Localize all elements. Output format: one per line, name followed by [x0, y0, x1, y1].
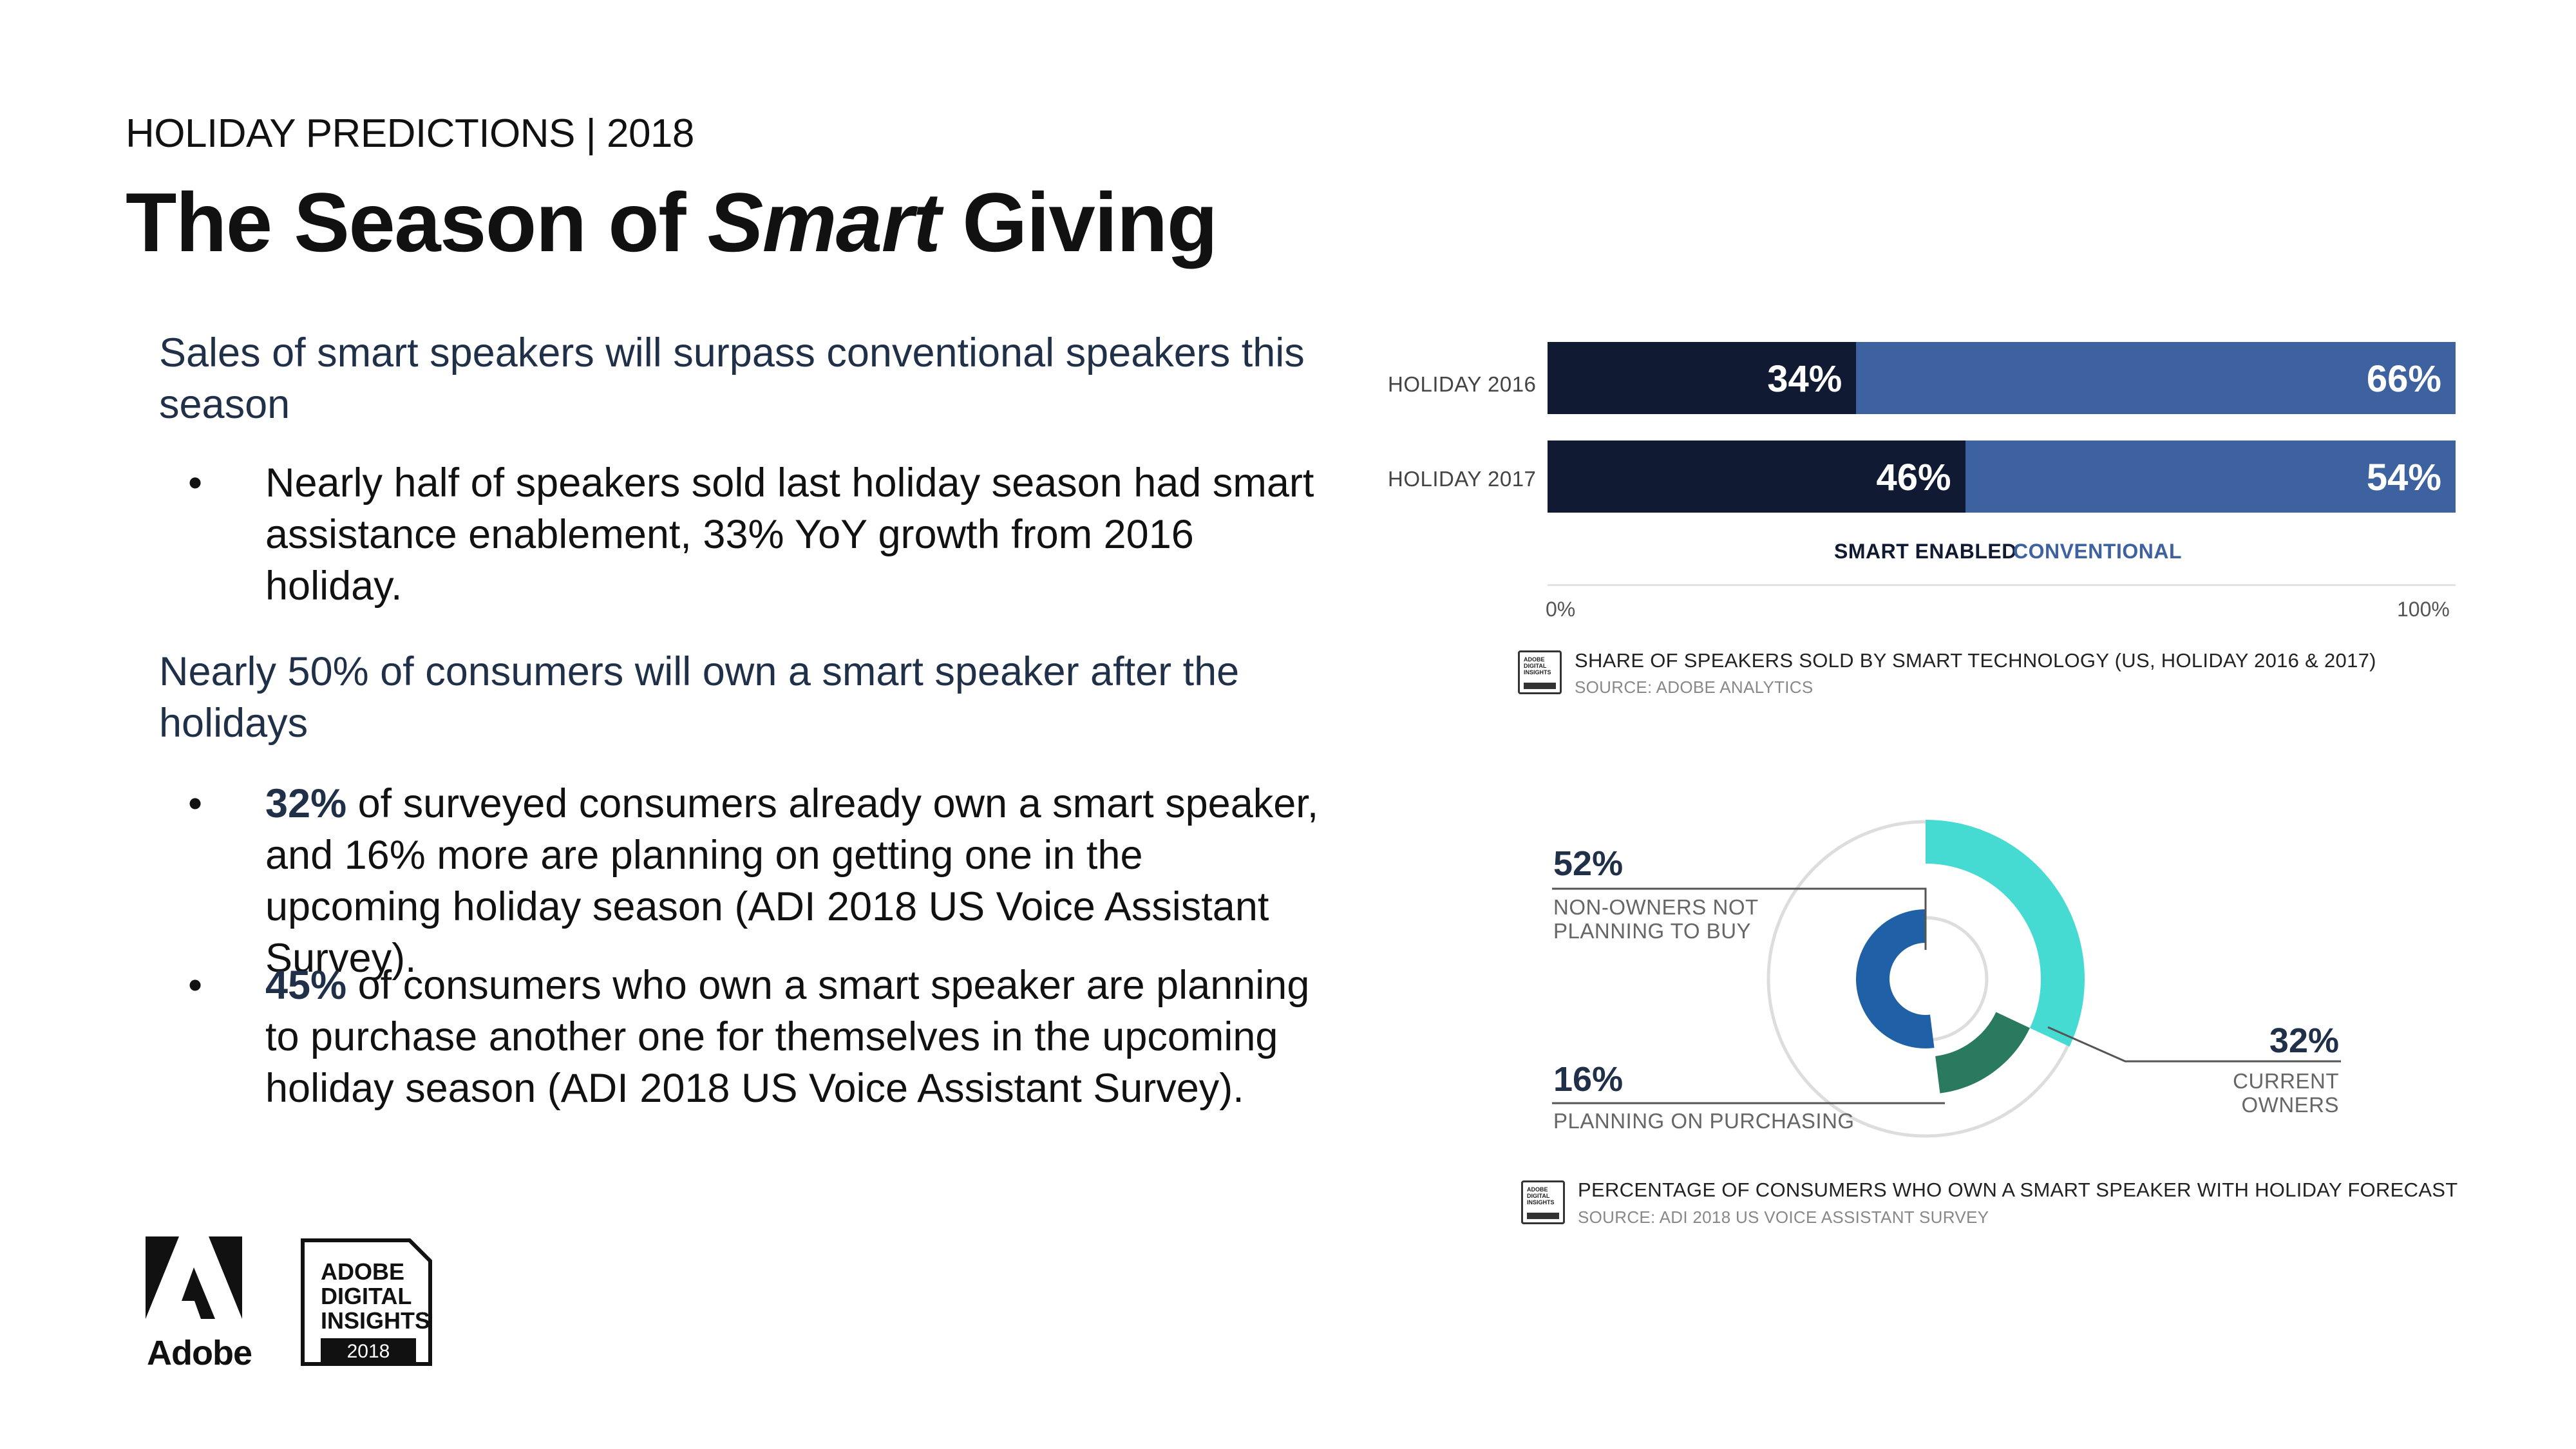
bar-conventional-2017 — [1965, 440, 2456, 513]
bullet-text: of consumers who own a smart speaker are… — [265, 963, 1310, 1111]
chart-title: PERCENTAGE OF CONSUMERS WHO OWN A SMART … — [1578, 1179, 2458, 1201]
bullet-item: • 45% of consumers who own a smart speak… — [188, 960, 1328, 1114]
x-axis-line — [1548, 584, 2456, 586]
page-kicker: HOLIDAY PREDICTIONS | 2018 — [126, 111, 694, 156]
speaker-share-bar-chart: HOLIDAY 2016 HOLIDAY 2017 34% 66% 46% 54… — [0, 0, 2576, 708]
slice-planning-on-purchasing — [1935, 1011, 2030, 1094]
leader-line-non-owners — [1552, 887, 1927, 950]
bullet-text: Nearly half of speakers sold last holida… — [265, 460, 1314, 609]
bullet-percent: 45% — [265, 963, 347, 1008]
bar-value-label: 46% — [1876, 457, 1951, 498]
bullet-marker: • — [188, 963, 203, 1008]
title-part-1: The Season of — [126, 175, 708, 269]
bullet-text: of surveyed consumers already own a smar… — [265, 781, 1319, 981]
bar-value-label: 66% — [2366, 358, 2441, 400]
chart-source: SOURCE: ADOBE ANALYTICS — [1575, 677, 1814, 697]
legend-smart-enabled: SMART ENABLED — [1834, 540, 2017, 563]
adi-badge-icon — [301, 1238, 432, 1366]
adi-badge-line: INSIGHTS — [321, 1307, 431, 1334]
adi-badge-year: 2018 — [321, 1338, 416, 1365]
leader-line-current — [2047, 1026, 2341, 1063]
donut-value-non-owners: 52% — [1553, 844, 1624, 883]
bullet-marker: • — [188, 460, 203, 506]
bullet-item: • Nearly half of speakers sold last holi… — [188, 457, 1328, 612]
adi-badge-line: ADOBE — [321, 1258, 405, 1285]
donut-caption-current: CURRENT OWNERS — [2233, 1069, 2339, 1117]
adi-mini-badge: ADOBE DIGITAL INSIGHTS — [1521, 1180, 1565, 1224]
mini-badge-text: ADOBE DIGITAL INSIGHTS — [1524, 656, 1551, 676]
donut-value-planning: 16% — [1553, 1060, 1624, 1099]
page-title: The Season of Smart Giving — [126, 174, 1218, 270]
chart-title: SHARE OF SPEAKERS SOLD BY SMART TECHNOLO… — [1575, 649, 2376, 672]
slice-non-owners — [1856, 909, 1935, 1048]
lead-smart-speaker-sales: Sales of smart speakers will surpass con… — [159, 330, 1305, 427]
bar-value-label: 34% — [1767, 358, 1842, 400]
bar-category-label: HOLIDAY 2017 — [1388, 467, 1537, 491]
adobe-wordmark: Adobe — [147, 1334, 252, 1372]
bar-smart-2017 — [1548, 440, 1965, 513]
lead-consumer-ownership: Nearly 50% of consumers will own a smart… — [159, 649, 1240, 746]
bullet-marker: • — [188, 781, 203, 826]
donut-caption-planning: PLANNING ON PURCHASING — [1553, 1109, 1855, 1133]
adobe-logo-icon — [146, 1236, 242, 1319]
mini-badge-text: ADOBE DIGITAL INSIGHTS — [1527, 1186, 1555, 1206]
donut-caption-non-owners: NON-OWNERS NOT PLANNING TO BUY — [1553, 895, 1759, 943]
chart-source: SOURCE: ADI 2018 US VOICE ASSISTANT SURV… — [1578, 1208, 1989, 1227]
x-tick-label: 100% — [2397, 598, 2450, 621]
bullet-item: • 32% of surveyed consumers already own … — [188, 778, 1328, 984]
bullet-percent: 32% — [265, 781, 347, 826]
adi-mini-badge: ADOBE DIGITAL INSIGHTS — [1518, 650, 1562, 694]
bar-value-label: 54% — [2366, 457, 2441, 498]
slice-current-owners — [1925, 820, 2085, 1047]
title-emphasis: Smart — [707, 175, 941, 269]
bar-conventional-2016 — [1856, 342, 2456, 414]
bar-category-label: HOLIDAY 2016 — [1388, 372, 1537, 396]
donut-value-current: 32% — [2269, 1021, 2339, 1060]
title-part-2: Giving — [940, 175, 1218, 269]
x-tick-label: 0% — [1546, 598, 1576, 621]
bar-smart-2016 — [1548, 342, 1857, 414]
adi-badge-line: DIGITAL — [321, 1283, 412, 1309]
legend-conventional: CONVENTIONAL — [2013, 540, 2182, 563]
